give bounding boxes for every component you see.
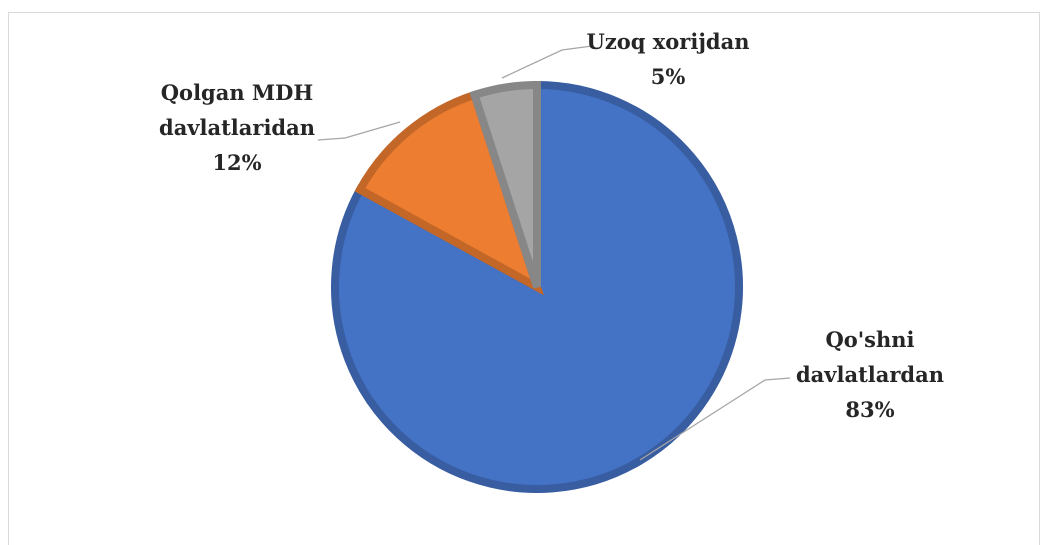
- value-label: 12%: [212, 150, 262, 175]
- chart-frame: [8, 12, 1040, 545]
- data-label: Qo'shni davlatlardan 83%: [770, 322, 970, 427]
- data-label: Qolgan MDH davlatlaridan 12%: [142, 75, 332, 180]
- pie-slice: [469, 80, 541, 289]
- leader-line: [639, 377, 791, 461]
- leader-line: [501, 45, 593, 79]
- value-label: 83%: [845, 397, 895, 422]
- data-label: Uzoq xorijdan 5%: [568, 24, 768, 94]
- category-label: Qo'shni davlatlardan: [796, 327, 944, 387]
- value-label: 5%: [650, 64, 686, 89]
- category-label: Qolgan MDH davlatlaridan: [159, 80, 315, 140]
- category-label: Uzoq xorijdan: [586, 29, 750, 54]
- pie-slice: [354, 89, 544, 296]
- pie: [331, 80, 743, 493]
- leader-line: [317, 121, 401, 141]
